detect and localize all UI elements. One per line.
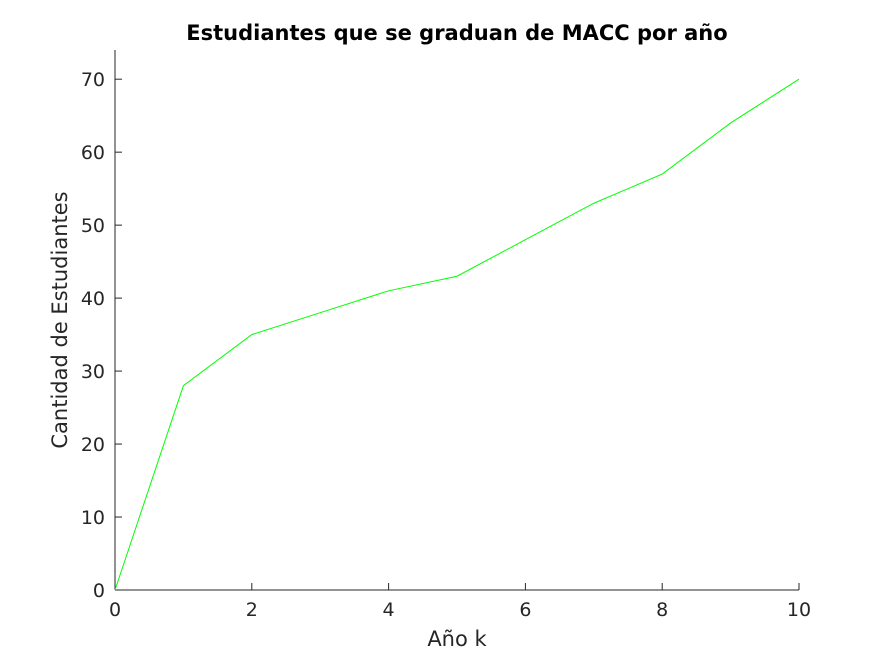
x-tick-label: 0 <box>109 599 121 621</box>
y-tick-label: 20 <box>81 434 105 456</box>
y-tick-label: 30 <box>81 361 105 383</box>
y-tick-label: 40 <box>81 288 105 310</box>
x-tick-label: 6 <box>519 599 531 621</box>
y-tick-label: 60 <box>81 142 105 164</box>
y-tick-label: 10 <box>81 507 105 529</box>
x-axis-label: Año k <box>427 627 487 651</box>
plot-area <box>114 78 800 591</box>
chart-title: Estudiantes que se graduan de MACC por a… <box>186 21 727 45</box>
x-tick-label: 10 <box>787 599 811 621</box>
y-axis-label: Cantidad de Estudiantes <box>48 191 72 448</box>
y-tick-label: 70 <box>81 69 105 91</box>
axes <box>114 50 799 591</box>
x-tick-label: 4 <box>383 599 395 621</box>
ticks: 0 2 4 6 8 10 0 10 20 30 40 50 60 70 <box>81 69 811 621</box>
x-tick-label: 2 <box>246 599 258 621</box>
y-tick-label: 0 <box>93 580 105 602</box>
series-line <box>114 78 800 591</box>
x-tick-label: 8 <box>656 599 668 621</box>
y-tick-label: 50 <box>81 215 105 237</box>
